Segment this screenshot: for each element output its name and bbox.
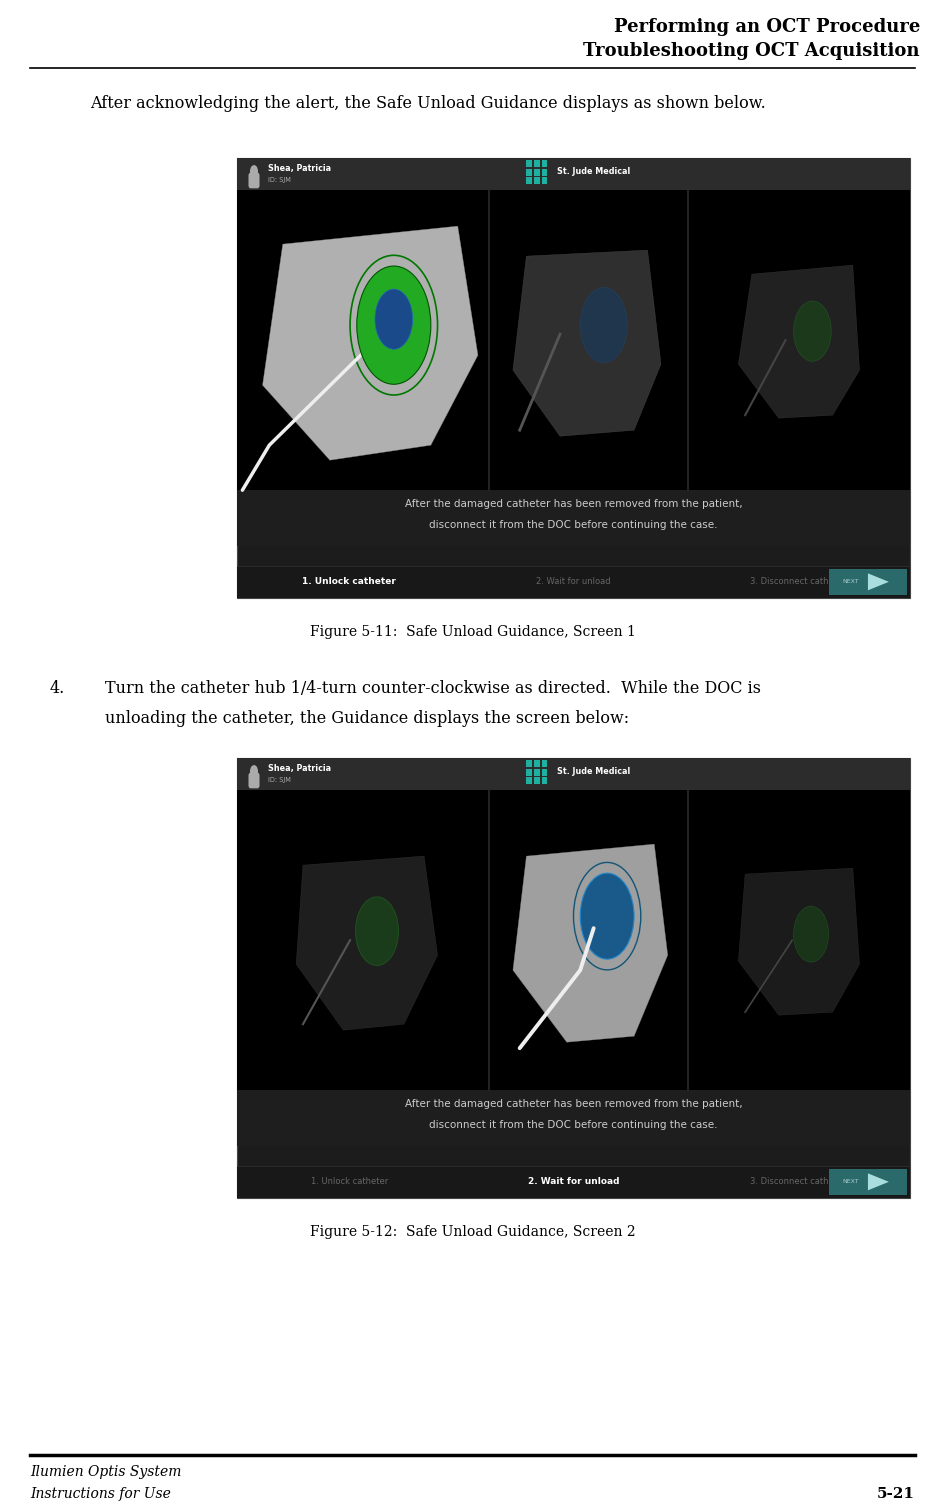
Circle shape bbox=[355, 896, 398, 966]
Polygon shape bbox=[867, 573, 888, 590]
FancyBboxPatch shape bbox=[533, 169, 539, 175]
Text: 3. Disconnect catheter: 3. Disconnect catheter bbox=[750, 578, 845, 587]
FancyBboxPatch shape bbox=[829, 1168, 905, 1195]
FancyBboxPatch shape bbox=[829, 569, 905, 595]
Polygon shape bbox=[262, 226, 478, 460]
FancyBboxPatch shape bbox=[248, 172, 260, 189]
FancyBboxPatch shape bbox=[526, 169, 531, 175]
Circle shape bbox=[793, 302, 831, 361]
Text: 3. Disconnect catheter: 3. Disconnect catheter bbox=[750, 1177, 845, 1186]
FancyBboxPatch shape bbox=[237, 758, 909, 1198]
FancyBboxPatch shape bbox=[541, 777, 547, 785]
FancyBboxPatch shape bbox=[541, 169, 547, 175]
Text: Shea, Patricia: Shea, Patricia bbox=[268, 764, 331, 773]
Text: After acknowledging the alert, the Safe Unload Guidance displays as shown below.: After acknowledging the alert, the Safe … bbox=[90, 95, 765, 112]
Polygon shape bbox=[513, 250, 660, 436]
Text: Instructions for Use: Instructions for Use bbox=[30, 1486, 171, 1501]
Circle shape bbox=[375, 290, 413, 349]
FancyBboxPatch shape bbox=[237, 566, 909, 598]
FancyBboxPatch shape bbox=[533, 777, 539, 785]
Text: After the damaged catheter has been removed from the patient,: After the damaged catheter has been remo… bbox=[404, 498, 742, 509]
FancyBboxPatch shape bbox=[533, 761, 539, 767]
FancyBboxPatch shape bbox=[526, 177, 531, 184]
FancyBboxPatch shape bbox=[533, 768, 539, 776]
FancyBboxPatch shape bbox=[237, 791, 909, 1089]
Text: Ilumien Optis System: Ilumien Optis System bbox=[30, 1465, 181, 1479]
FancyBboxPatch shape bbox=[541, 177, 547, 184]
FancyBboxPatch shape bbox=[237, 490, 909, 546]
FancyBboxPatch shape bbox=[541, 160, 547, 167]
Polygon shape bbox=[737, 868, 859, 1016]
Circle shape bbox=[250, 765, 258, 779]
Text: 2. Wait for unload: 2. Wait for unload bbox=[527, 1177, 618, 1186]
Text: St. Jude Medical: St. Jude Medical bbox=[556, 767, 630, 776]
Circle shape bbox=[793, 907, 828, 963]
Circle shape bbox=[357, 266, 430, 385]
Text: Figure 5-12:  Safe Unload Guidance, Screen 2: Figure 5-12: Safe Unload Guidance, Scree… bbox=[310, 1225, 634, 1239]
Text: 1. Unlock catheter: 1. Unlock catheter bbox=[302, 578, 396, 587]
FancyBboxPatch shape bbox=[541, 761, 547, 767]
FancyBboxPatch shape bbox=[541, 768, 547, 776]
Polygon shape bbox=[737, 266, 859, 418]
Text: ID: SJM: ID: SJM bbox=[268, 777, 291, 783]
Text: Troubleshooting OCT Acquisition: Troubleshooting OCT Acquisition bbox=[582, 42, 919, 60]
FancyBboxPatch shape bbox=[526, 777, 531, 785]
FancyBboxPatch shape bbox=[526, 761, 531, 767]
Text: Turn the catheter hub 1/4-turn counter-clockwise as directed.  While the DOC is: Turn the catheter hub 1/4-turn counter-c… bbox=[105, 681, 760, 697]
Text: 2. Wait for unload: 2. Wait for unload bbox=[535, 578, 610, 587]
FancyBboxPatch shape bbox=[237, 1165, 909, 1198]
FancyBboxPatch shape bbox=[533, 160, 539, 167]
Text: unloading the catheter, the Guidance displays the screen below:: unloading the catheter, the Guidance dis… bbox=[105, 711, 629, 727]
Text: Shea, Patricia: Shea, Patricia bbox=[268, 164, 331, 174]
FancyBboxPatch shape bbox=[237, 158, 909, 190]
Text: 4.: 4. bbox=[50, 681, 65, 697]
Polygon shape bbox=[867, 1174, 888, 1191]
FancyBboxPatch shape bbox=[533, 177, 539, 184]
Text: Figure 5-11:  Safe Unload Guidance, Screen 1: Figure 5-11: Safe Unload Guidance, Scree… bbox=[310, 625, 634, 638]
Text: 1. Unlock catheter: 1. Unlock catheter bbox=[311, 1177, 387, 1186]
Text: After the damaged catheter has been removed from the patient,: After the damaged catheter has been remo… bbox=[404, 1099, 742, 1109]
Circle shape bbox=[580, 874, 633, 960]
FancyBboxPatch shape bbox=[237, 758, 909, 791]
FancyBboxPatch shape bbox=[526, 768, 531, 776]
FancyBboxPatch shape bbox=[248, 773, 260, 788]
Circle shape bbox=[580, 288, 627, 362]
Text: St. Jude Medical: St. Jude Medical bbox=[556, 167, 630, 177]
Text: ID: SJM: ID: SJM bbox=[268, 177, 291, 183]
FancyBboxPatch shape bbox=[237, 190, 909, 490]
Polygon shape bbox=[295, 856, 437, 1031]
FancyBboxPatch shape bbox=[237, 1089, 909, 1147]
Text: 5-21: 5-21 bbox=[876, 1486, 914, 1501]
Circle shape bbox=[250, 164, 258, 178]
Text: Performing an OCT Procedure: Performing an OCT Procedure bbox=[613, 18, 919, 36]
Text: disconnect it from the DOC before continuing the case.: disconnect it from the DOC before contin… bbox=[429, 521, 717, 530]
Text: NEXT: NEXT bbox=[842, 1180, 858, 1185]
Text: NEXT: NEXT bbox=[842, 579, 858, 584]
FancyBboxPatch shape bbox=[237, 158, 909, 598]
FancyBboxPatch shape bbox=[526, 160, 531, 167]
Polygon shape bbox=[513, 844, 667, 1043]
Text: disconnect it from the DOC before continuing the case.: disconnect it from the DOC before contin… bbox=[429, 1120, 717, 1130]
